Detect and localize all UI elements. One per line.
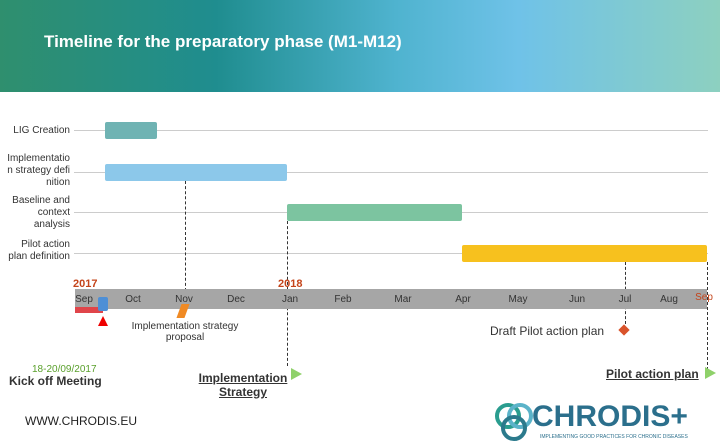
dashed-line [185,181,186,291]
task-label: Pilot action plan definition [8,239,70,262]
month-label: Apr [455,294,471,305]
today-marker [98,297,108,311]
logo-icon [495,403,533,441]
logo-text: CHRODIS+ [532,400,688,433]
year-label: 2018 [278,278,303,290]
kickoff-arrow [98,316,108,326]
dashed-line [707,262,708,370]
row-line [74,172,708,173]
task-label: Baseline and context analysis [12,195,70,230]
progress-marker [75,307,103,313]
month-label: Jun [568,294,586,305]
month-label: May [508,294,528,305]
milestone-label: Kick off Meeting [9,374,102,388]
month-label: Jan [281,294,299,305]
row-line [74,253,708,254]
task-label: Implementation strategy definition [7,153,70,188]
milestone-arrow [705,367,716,379]
milestone-arrow [291,368,302,380]
footer-url: WWW.CHRODIS.EU [25,414,137,428]
milestone-date: 18-20/09/2017 [32,364,97,375]
month-label: Aug [660,294,678,305]
month-label: Dec [227,294,245,305]
milestone-label: Implementation strategy proposal [131,321,239,343]
month-label: Sep [695,292,713,303]
month-label: Mar [394,294,412,305]
task-bar [287,204,462,221]
timeline-axis [75,289,707,309]
header-band [0,0,720,92]
milestone-label: Draft Pilot action plan [490,324,605,338]
task-bar [462,245,707,262]
task-bar [105,122,157,139]
task-bar [105,164,287,181]
milestone-label: Implementation Strategy [198,371,288,399]
milestone-marker [618,324,630,336]
logo-tagline: IMPLEMENTING GOOD PRACTICES FOR CHRONIC … [540,434,688,440]
month-label: Feb [334,294,352,305]
year-label: 2017 [73,278,98,290]
month-label: Jul [618,294,632,305]
row-line [74,130,708,131]
month-label: Oct [125,294,141,305]
month-label: Nov [175,294,193,305]
milestone-label: Pilot action plan [606,367,699,381]
task-label: LIG Creation [13,125,70,136]
month-label: Sep [75,294,93,305]
title: Timeline for the preparatory phase (M1-M… [44,32,402,51]
